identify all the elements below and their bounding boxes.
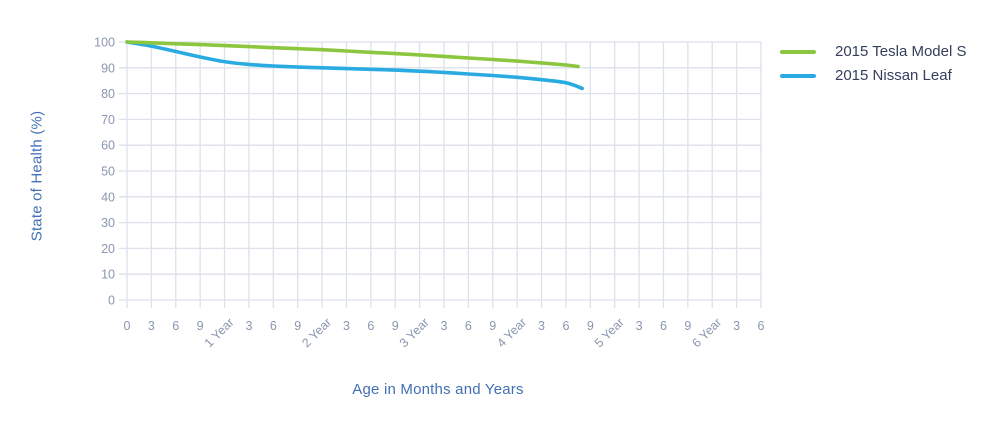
leaf-line-swatch — [780, 73, 816, 78]
y-tick-label: 70 — [101, 113, 115, 127]
x-tick-label: 9 — [197, 319, 204, 333]
legend: 2015 Tesla Model S 2015 Nissan Leaf — [780, 44, 966, 83]
y-axis-title: State of Health (%) — [28, 110, 46, 242]
series-line-2015-nissan-leaf — [125, 40, 584, 91]
legend-label-tesla: 2015 Tesla Model S — [835, 43, 967, 60]
y-tick-label: 20 — [101, 242, 115, 256]
legend-item-tesla[interactable]: 2015 Tesla Model S — [780, 44, 966, 59]
tesla-line-swatch — [780, 49, 816, 54]
x-tick-label: 6 — [270, 319, 277, 333]
legend-item-leaf[interactable]: 2015 Nissan Leaf — [780, 68, 966, 83]
x-tick-label: 9 — [587, 319, 594, 333]
x-tick-label: 3 — [733, 319, 740, 333]
x-tick-label: 6 — [660, 319, 667, 333]
y-tick-label: 10 — [101, 268, 115, 282]
y-tick-label: 30 — [101, 216, 115, 230]
y-tick-label: 100 — [94, 36, 115, 50]
x-tick-label: 3 — [343, 319, 350, 333]
x-tick-label: 6 — [172, 319, 179, 333]
x-tick-label-year: 4 Year — [494, 315, 529, 350]
x-tick-label: 9 — [294, 319, 301, 333]
x-tick-label-year: 1 Year — [202, 315, 237, 350]
y-tick-label: 40 — [101, 190, 115, 204]
y-tick-label: 80 — [101, 87, 115, 101]
legend-label-leaf: 2015 Nissan Leaf — [835, 67, 952, 84]
x-tick-label: 3 — [636, 319, 643, 333]
x-tick-label: 6 — [367, 319, 374, 333]
x-tick-label: 0 — [124, 319, 131, 333]
y-tick-label: 60 — [101, 139, 115, 153]
x-tick-label: 6 — [562, 319, 569, 333]
x-tick-label-year: 5 Year — [592, 315, 627, 350]
x-tick-label: 9 — [489, 319, 496, 333]
x-axis-title: Age in Months and Years — [352, 381, 524, 398]
y-tick-label: 90 — [101, 61, 115, 75]
x-tick-label: 3 — [245, 319, 252, 333]
x-tick-label: 3 — [441, 319, 448, 333]
series-line-2015-tesla-model-s — [125, 40, 580, 69]
x-tick-label: 3 — [538, 319, 545, 333]
y-tick-label: 0 — [108, 294, 115, 308]
x-tick-label: 9 — [684, 319, 691, 333]
x-tick-label-year: 3 Year — [397, 315, 432, 350]
x-tick-label: 3 — [148, 319, 155, 333]
x-tick-label: 6 — [758, 319, 765, 333]
x-tick-label: 6 — [465, 319, 472, 333]
x-tick-label-year: 6 Year — [689, 315, 724, 350]
x-tick-label: 9 — [392, 319, 399, 333]
x-tick-label-year: 2 Year — [299, 315, 334, 350]
y-tick-label: 50 — [101, 165, 115, 179]
